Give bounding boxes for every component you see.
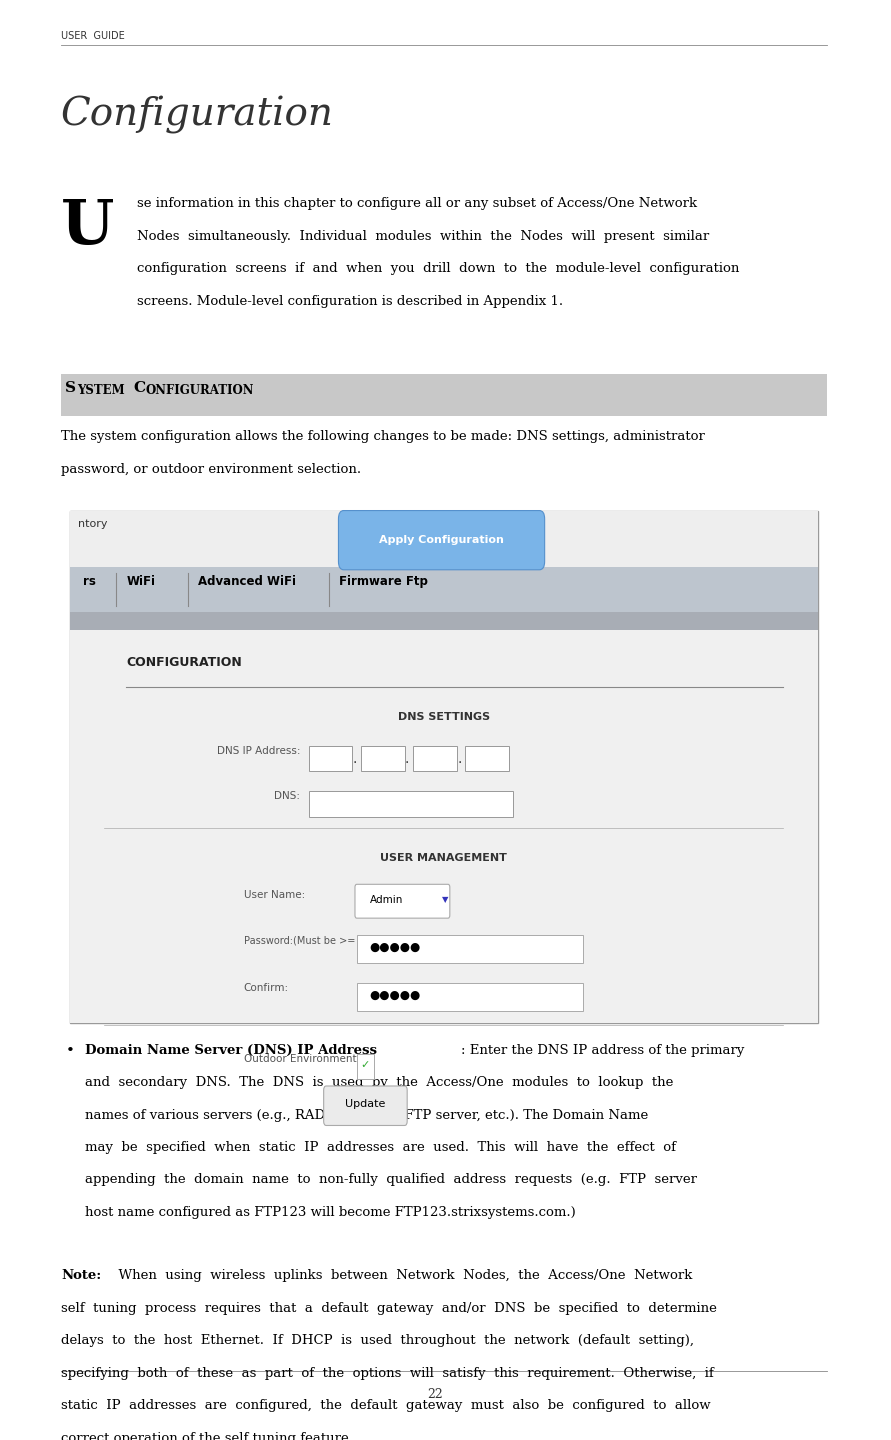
Text: Note:: Note: — [61, 1269, 102, 1283]
Bar — [413, 746, 457, 772]
Text: DNS:: DNS: — [274, 791, 300, 801]
FancyBboxPatch shape — [355, 884, 450, 919]
Text: .: . — [457, 752, 462, 766]
Text: User Name:: User Name: — [243, 890, 305, 900]
Text: static  IP  addresses  are  configured,  the  default  gateway  must  also  be  : static IP addresses are configured, the … — [61, 1400, 710, 1413]
Bar — [69, 612, 818, 631]
Text: .: . — [353, 752, 357, 766]
Bar — [309, 746, 352, 772]
FancyBboxPatch shape — [323, 1086, 407, 1126]
Text: delays  to  the  host  Ethernet.  If  DHCP  is  used  throughout  the  network  : delays to the host Ethernet. If DHCP is … — [61, 1335, 694, 1348]
Text: ✓: ✓ — [361, 1060, 370, 1070]
Text: Domain Name Server (DNS) IP Address: Domain Name Server (DNS) IP Address — [86, 1044, 377, 1057]
Text: USER  GUIDE: USER GUIDE — [61, 32, 125, 40]
Text: se information in this chapter to configure all or any subset of Access/One Netw: se information in this chapter to config… — [137, 197, 698, 210]
Text: 22: 22 — [427, 1388, 443, 1401]
Text: may  be  specified  when  static  IP  addresses  are  used.  This  will  have  t: may be specified when static IP addresse… — [86, 1140, 676, 1153]
Text: Configuration: Configuration — [61, 96, 334, 134]
Text: Admin: Admin — [370, 894, 403, 904]
Text: Apply Configuration: Apply Configuration — [379, 536, 504, 546]
Text: Outdoor Environment:: Outdoor Environment: — [243, 1054, 360, 1064]
Text: WiFi: WiFi — [127, 576, 155, 589]
Text: password, or outdoor environment selection.: password, or outdoor environment selecti… — [61, 462, 361, 475]
Text: correct operation of the self tuning feature.: correct operation of the self tuning fea… — [61, 1431, 353, 1440]
Text: configuration  screens  if  and  when  you  drill  down  to  the  module-level  : configuration screens if and when you dr… — [137, 262, 740, 275]
Text: CONFIGURATION: CONFIGURATION — [127, 655, 242, 668]
Text: host name configured as FTP123 will become FTP123.strixsystems.com.): host name configured as FTP123 will beco… — [86, 1205, 576, 1218]
Text: and  secondary  DNS.  The  DNS  is  used  by  the  Access/One  modules  to  look: and secondary DNS. The DNS is used by th… — [86, 1076, 674, 1089]
Bar — [361, 746, 405, 772]
Text: ●●●●●: ●●●●● — [370, 989, 421, 1002]
Text: ●●●●●: ●●●●● — [370, 942, 421, 955]
Text: ▼: ▼ — [442, 896, 448, 904]
Text: •: • — [65, 1044, 74, 1057]
Text: self  tuning  process  requires  that  a  default  gateway  and/or  DNS  be  spe: self tuning process requires that a defa… — [61, 1302, 716, 1315]
Text: DNS SETTINGS: DNS SETTINGS — [397, 713, 490, 723]
Text: .: . — [405, 752, 409, 766]
Text: When  using  wireless  uplinks  between  Network  Nodes,  the  Access/One  Netwo: When using wireless uplinks between Netw… — [110, 1269, 693, 1283]
Text: USER MANAGEMENT: USER MANAGEMENT — [380, 854, 507, 863]
Text: DNS IP Address:: DNS IP Address: — [217, 746, 300, 756]
Text: ONFIGURATION: ONFIGURATION — [145, 383, 254, 396]
Bar — [69, 567, 818, 612]
Text: The system configuration allows the following changes to be made: DNS settings, : The system configuration allows the foll… — [61, 431, 705, 444]
Bar — [69, 511, 818, 1022]
Text: : Enter the DNS IP address of the primary: : Enter the DNS IP address of the primar… — [462, 1044, 745, 1057]
Bar — [69, 631, 818, 1022]
Text: Confirm:: Confirm: — [243, 984, 289, 994]
Text: Update: Update — [345, 1099, 386, 1109]
Text: S: S — [65, 380, 77, 395]
FancyBboxPatch shape — [339, 511, 544, 570]
Text: rs: rs — [83, 576, 95, 589]
Text: Nodes  simultaneously.  Individual  modules  within  the  Nodes  will  present  : Nodes simultaneously. Individual modules… — [137, 230, 710, 243]
Text: appending  the  domain  name  to  non-fully  qualified  address  requests  (e.g.: appending the domain name to non-fully q… — [86, 1174, 698, 1187]
Text: Password:(Must be >= 5 and < 32): Password:(Must be >= 5 and < 32) — [243, 935, 416, 945]
Text: Firmware Ftp: Firmware Ftp — [339, 576, 429, 589]
Bar — [61, 374, 827, 416]
Bar — [69, 511, 818, 567]
Text: names of various servers (e.g., RADIUS server, FTP server, etc.). The Domain Nam: names of various servers (e.g., RADIUS s… — [86, 1109, 649, 1122]
Text: C: C — [133, 380, 145, 395]
Text: YSTEM: YSTEM — [78, 383, 125, 396]
Text: screens. Module-level configuration is described in Appendix 1.: screens. Module-level configuration is d… — [137, 295, 564, 308]
Bar — [356, 935, 583, 963]
Text: specifying  both  of  these  as  part  of  the  options  will  satisfy  this  re: specifying both of these as part of the … — [61, 1367, 714, 1380]
Bar — [465, 746, 509, 772]
Bar — [356, 984, 583, 1011]
Bar — [309, 791, 513, 816]
Text: ntory: ntory — [78, 518, 108, 528]
Bar — [356, 1054, 374, 1079]
Text: U: U — [61, 197, 114, 258]
Text: Advanced WiFi: Advanced WiFi — [199, 576, 297, 589]
